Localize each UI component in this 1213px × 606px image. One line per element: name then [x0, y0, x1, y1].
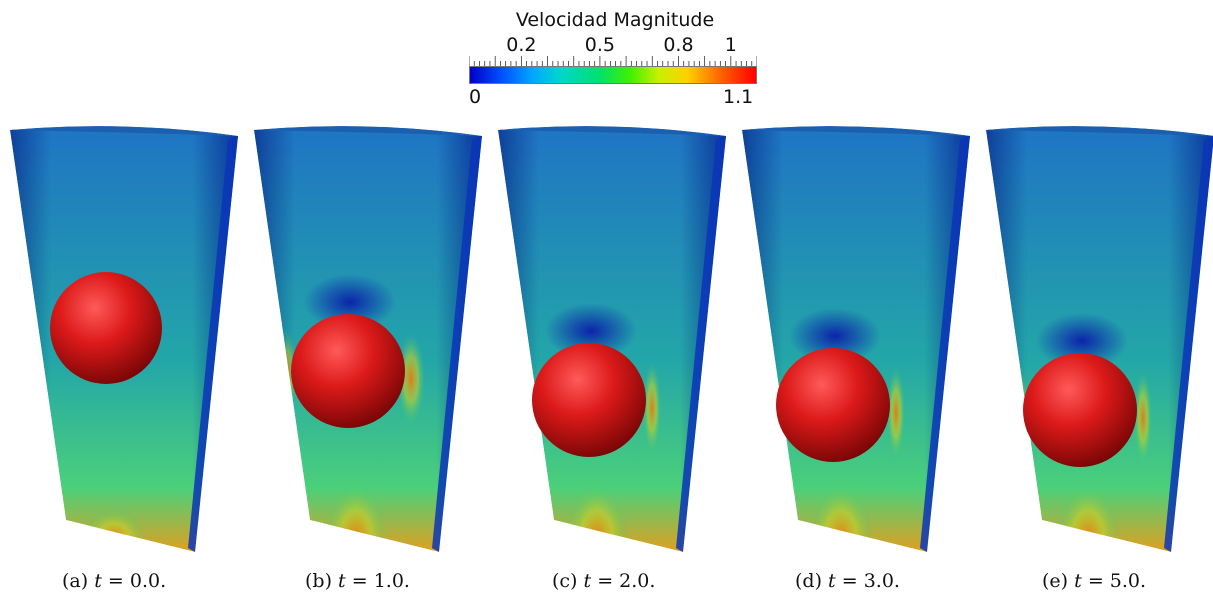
sphere	[532, 343, 646, 457]
colorbar-gradient	[469, 66, 757, 84]
caption-c-value: 2.0.	[619, 570, 656, 592]
caption-b-label: (b)	[305, 570, 332, 592]
caption-a-equals: =	[107, 570, 124, 592]
domain-top-rim	[10, 126, 238, 136]
caption-e-label: (e)	[1042, 570, 1069, 592]
caption-c-label: (c)	[552, 570, 578, 592]
colorbar-title: Velocidad Magnitude	[515, 9, 715, 31]
caption-b-equals: =	[351, 570, 368, 592]
domain-side-wall	[1164, 136, 1213, 552]
caption-a-label: (a)	[62, 570, 89, 592]
sphere	[291, 314, 405, 428]
caption-c-equals: =	[597, 570, 614, 592]
caption-e-equals: =	[1087, 570, 1104, 592]
caption-e-value: 5.0.	[1109, 570, 1147, 592]
colorbar-min-label: 0	[469, 86, 482, 108]
caption-a-variable: t	[94, 570, 102, 592]
caption-d: (d) t = 3.0.	[795, 570, 900, 592]
panel-a-render	[10, 126, 238, 553]
domain-top-rim	[498, 126, 726, 136]
simulation-panel-b	[250, 118, 490, 568]
panel-c-render	[498, 126, 726, 553]
sphere	[50, 272, 162, 384]
colorbar-tick-label-1: 0.5	[584, 34, 616, 56]
caption-c-variable: t	[583, 570, 592, 592]
colorbar-tick-label-2: 0.8	[663, 34, 694, 56]
domain-side-wall	[676, 136, 726, 552]
colorbar-max-label: 1.1	[723, 86, 754, 108]
caption-b-value: 1.0.	[373, 570, 410, 592]
wall-shading	[986, 126, 1213, 552]
caption-b: (b) t = 1.0.	[305, 570, 410, 592]
caption-e-variable: t	[1074, 570, 1082, 592]
caption-b-variable: t	[338, 570, 346, 592]
colorbar-legend: Velocidad Magnitude 0.2 0.5 0.8 1 0 1.1	[465, 6, 765, 108]
domain-top-rim	[254, 126, 482, 136]
sphere	[1023, 353, 1137, 467]
colorbar-tick-label-0: 0.2	[506, 34, 537, 56]
wall-shading	[742, 126, 970, 552]
domain-side-wall	[920, 136, 970, 552]
domain-top-rim	[986, 126, 1213, 136]
domain-side-wall	[432, 136, 482, 552]
panel-b-render	[254, 126, 482, 553]
sphere	[776, 348, 890, 462]
panel-d-render	[742, 126, 970, 553]
caption-d-variable: t	[828, 570, 836, 592]
caption-e: (e) t = 5.0.	[1042, 570, 1146, 592]
caption-d-label: (d)	[795, 570, 822, 592]
caption-d-value: 3.0.	[863, 570, 900, 592]
caption-c: (c) t = 2.0.	[552, 570, 655, 592]
caption-a: (a) t = 0.0.	[62, 570, 166, 592]
simulation-panel-e	[982, 118, 1213, 568]
simulation-panel-a	[6, 118, 246, 568]
caption-d-equals: =	[841, 570, 858, 592]
panel-e-render	[986, 126, 1213, 553]
caption-a-value: 0.0.	[129, 570, 167, 592]
domain-top-rim	[742, 126, 970, 136]
colorbar-tick-label-3: 1	[724, 34, 737, 56]
domain-side-wall	[188, 136, 238, 552]
simulation-panel-c	[494, 118, 734, 568]
wall-shading	[498, 126, 726, 552]
simulation-panel-d	[738, 118, 978, 568]
